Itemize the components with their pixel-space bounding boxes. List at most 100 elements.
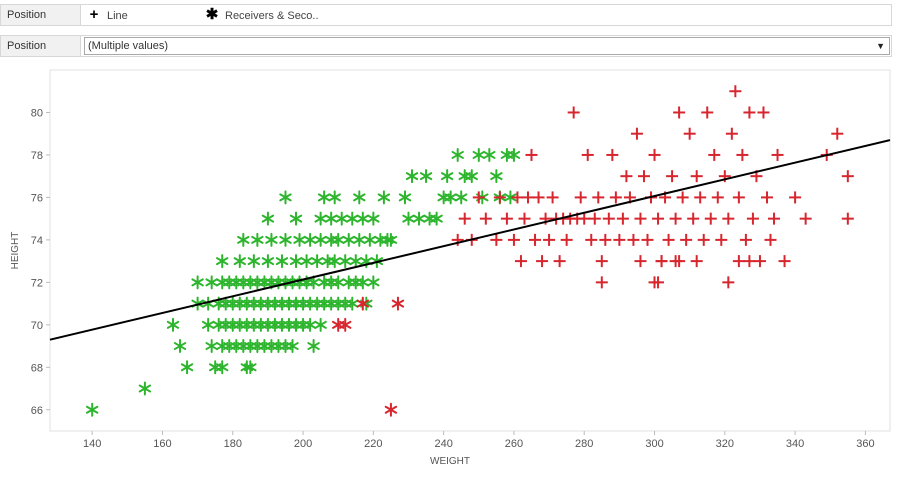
plus-marker [507, 233, 520, 246]
asterisk-marker [275, 254, 289, 269]
legend-item-label: Line [107, 10, 128, 22]
legend-item-receivers[interactable]: ✱ Receivers & Seco.. [205, 5, 319, 25]
asterisk-marker [296, 296, 310, 311]
asterisk-marker [324, 275, 338, 290]
plus-marker [472, 191, 485, 204]
asterisk-marker [180, 360, 194, 375]
asterisk-marker [233, 296, 246, 311]
plot-area [49, 69, 891, 432]
y-tick-label: 78 [31, 150, 43, 162]
plus-marker [588, 212, 601, 225]
asterisk-marker [472, 147, 485, 162]
asterisk-marker [367, 211, 380, 226]
asterisk-marker [314, 232, 327, 247]
asterisk-marker [324, 211, 338, 226]
asterisk-marker [307, 275, 320, 290]
asterisk-marker [258, 339, 271, 354]
plus-marker [669, 212, 682, 225]
plus-marker [673, 106, 686, 119]
plus-marker [841, 170, 854, 183]
plus-marker [655, 255, 668, 268]
plus-marker [581, 148, 594, 161]
x-tick-label: 320 [716, 438, 734, 450]
asterisk-marker [261, 211, 275, 226]
asterisk-marker [353, 190, 366, 205]
asterisk-marker [293, 275, 306, 290]
plus-marker [697, 233, 710, 246]
asterisk-marker [251, 232, 264, 247]
asterisk-marker [317, 275, 331, 290]
asterisk-marker [85, 402, 99, 417]
asterisk-marker [310, 296, 324, 311]
asterisk-marker [349, 254, 362, 269]
plus-marker [704, 212, 717, 225]
plus-marker [637, 170, 650, 183]
asterisk-marker [483, 147, 496, 162]
plus-marker [525, 148, 538, 161]
asterisk-marker [419, 169, 433, 184]
asterisk-marker [310, 254, 324, 269]
asterisk-marker [342, 232, 355, 247]
asterisk-marker [247, 317, 261, 332]
asterisk-marker [282, 296, 296, 311]
asterisk-marker [465, 169, 478, 184]
asterisk-marker [216, 339, 229, 354]
asterisk-marker [289, 296, 303, 311]
asterisk-marker [303, 317, 317, 332]
asterisk-marker [223, 339, 236, 354]
asterisk-marker [261, 296, 275, 311]
asterisk-marker [324, 232, 338, 247]
plus-marker [602, 212, 615, 225]
plus-marker [451, 233, 464, 246]
asterisk-marker [166, 317, 180, 332]
x-tick-label: 200 [294, 438, 312, 450]
asterisk-marker [244, 275, 257, 290]
plus-marker [592, 191, 605, 204]
x-tick-label: 240 [434, 438, 452, 450]
plus-marker [666, 170, 679, 183]
y-tick-label: 76 [31, 192, 43, 204]
asterisk-marker [219, 317, 232, 332]
plus-marker [521, 191, 534, 204]
plus-marker [799, 212, 812, 225]
plus-marker [694, 191, 707, 204]
plus-marker [715, 233, 728, 246]
asterisk-marker [339, 254, 352, 269]
legend-item-line[interactable]: + Line [87, 5, 128, 25]
asterisk-marker [430, 211, 443, 226]
x-tick-label: 160 [153, 438, 171, 450]
asterisk-marker [244, 339, 257, 354]
asterisk-marker [265, 232, 278, 247]
plus-marker [690, 255, 703, 268]
asterisk-marker [237, 232, 250, 247]
plus-marker [620, 170, 633, 183]
asterisk-marker [247, 296, 261, 311]
asterisk-marker [367, 275, 380, 290]
asterisk-marker [261, 317, 275, 332]
asterisk-marker [349, 275, 362, 290]
asterisk-marker [451, 147, 464, 162]
asterisk-marker [324, 296, 338, 311]
chevron-down-icon[interactable]: ▼ [876, 41, 885, 51]
asterisk-marker [332, 275, 345, 290]
asterisk-marker [205, 339, 218, 354]
plus-marker [493, 191, 506, 204]
plus-marker [789, 191, 802, 204]
plus-marker [722, 276, 735, 289]
asterisk-marker [303, 232, 317, 247]
asterisk-marker [240, 317, 254, 332]
asterisk-marker [356, 275, 369, 290]
position-filter-dropdown[interactable]: (Multiple values) ▼ [84, 37, 890, 55]
asterisk-marker [275, 317, 289, 332]
plus-marker [725, 127, 738, 140]
plus-marker [543, 233, 556, 246]
asterisk-marker [216, 360, 229, 375]
asterisk-marker [314, 317, 327, 332]
asterisk-marker [332, 317, 345, 332]
asterisk-marker [205, 275, 218, 290]
asterisk-marker [507, 147, 521, 162]
asterisk-marker [254, 317, 268, 332]
trend-line [49, 139, 891, 341]
asterisk-marker [402, 211, 415, 226]
plus-marker [595, 276, 608, 289]
